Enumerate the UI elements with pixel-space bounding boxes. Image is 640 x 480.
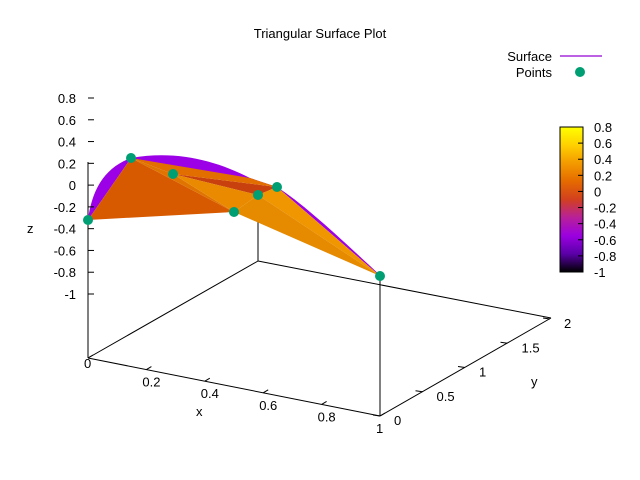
z-tick-label: 0.4: [58, 135, 76, 150]
x-tick-mark: [379, 412, 386, 417]
x-axis-line: [87, 357, 381, 417]
y-tick-label: 1: [479, 365, 486, 380]
chart-title: Triangular Surface Plot: [254, 26, 387, 41]
surface-purple-band: [88, 155, 383, 278]
z-tick-label: -1: [64, 287, 76, 302]
y-tick-mark: [415, 390, 423, 393]
back-y-axis-line: [87, 260, 259, 359]
colorbar-ticks: 0.80.60.40.20 -0.2-0.4-0.6-0.8-1: [578, 120, 616, 280]
colorbar-tick-label: 0.6: [594, 136, 612, 151]
surface: [88, 155, 383, 278]
y-tick-mark: [457, 366, 466, 368]
x-tick-mark: [262, 389, 269, 394]
legend-label-surface: Surface: [507, 49, 552, 64]
z-tick-label: 0.6: [58, 113, 76, 128]
data-point: [272, 182, 282, 192]
colorbar-tick-label: 0.2: [594, 168, 612, 183]
x-tick-label: 0.6: [259, 398, 277, 413]
colorbar-tick-label: 0.8: [594, 120, 612, 135]
colorbar-tick-label: -0.2: [594, 201, 616, 216]
surface-facet-2: [131, 158, 234, 212]
z-tick-label: 0.8: [58, 91, 76, 106]
z-axis-ticks: 0.8 0.6 0.4 0.2 0 -0.2 -0.4 -0.6 -0.8 -1: [54, 91, 94, 302]
surface-facet-7: [131, 158, 277, 187]
colorbar-tick-label: -0.8: [594, 249, 616, 264]
y-tick-label: 0.5: [437, 389, 455, 404]
colorbar-tick-label: -0.6: [594, 233, 616, 248]
colorbar: [559, 126, 584, 273]
z-tick-label: -0.6: [54, 243, 76, 258]
legend-swatch-points: [575, 67, 585, 77]
z-tick-label: -0.2: [54, 200, 76, 215]
axis-box: [87, 162, 552, 417]
y-axis-label: y: [531, 374, 538, 389]
surface-facet-4: [173, 174, 258, 212]
data-point: [229, 207, 239, 217]
x-tick-mark: [87, 354, 94, 359]
x-tick-label: 0.2: [142, 375, 160, 390]
colorbar-tick-label: -1: [594, 265, 606, 280]
legend-label-points: Points: [516, 65, 553, 80]
y-tick-mark: [500, 341, 508, 344]
x-tick-mark: [146, 366, 152, 371]
y-tick-label: 1.5: [522, 340, 540, 355]
z-tick-label: 0: [69, 178, 76, 193]
x-tick-label: 1: [376, 421, 383, 436]
surface-facet-1: [88, 158, 234, 220]
data-point: [83, 215, 93, 225]
x-axis-label: x: [196, 404, 203, 419]
y-axis-line: [379, 317, 552, 417]
data-point: [375, 271, 385, 281]
y-tick-label: 2: [564, 316, 571, 331]
surface-facet-6: [234, 195, 380, 276]
data-point: [168, 169, 178, 179]
x-tick-mark: [321, 400, 327, 405]
surface-facet-5: [258, 187, 380, 276]
points-series: [83, 153, 385, 281]
data-point: [253, 190, 263, 200]
back-x-axis-line: [257, 260, 552, 319]
z-axis-label: z: [27, 221, 34, 236]
y-tick-mark: [372, 414, 381, 417]
x-tick-label: 0.8: [318, 409, 336, 424]
x-axis-ticks: 0 0.2 0.4 0.6 0.8 1: [84, 354, 386, 436]
z-tick-label: -0.4: [54, 222, 76, 237]
x-tick-mark: [204, 377, 211, 382]
z-tick-label: -0.8: [54, 265, 76, 280]
x-tick-label: 0: [84, 356, 91, 371]
y-tick-label: 0: [394, 413, 401, 428]
legend: Surface Points: [507, 49, 602, 80]
y-tick-mark: [542, 317, 551, 320]
colorbar-tick-label: 0: [594, 184, 601, 199]
surface-facet-3: [173, 174, 277, 195]
z-tick-label: 0.2: [58, 156, 76, 171]
colorbar-tick-label: 0.4: [594, 152, 612, 167]
colorbar-tick-label: -0.4: [594, 217, 616, 232]
y-axis-ticks: 0 0.5 1 1.5 2: [372, 316, 571, 428]
x-tick-label: 0.4: [201, 386, 219, 401]
data-point: [126, 153, 136, 163]
